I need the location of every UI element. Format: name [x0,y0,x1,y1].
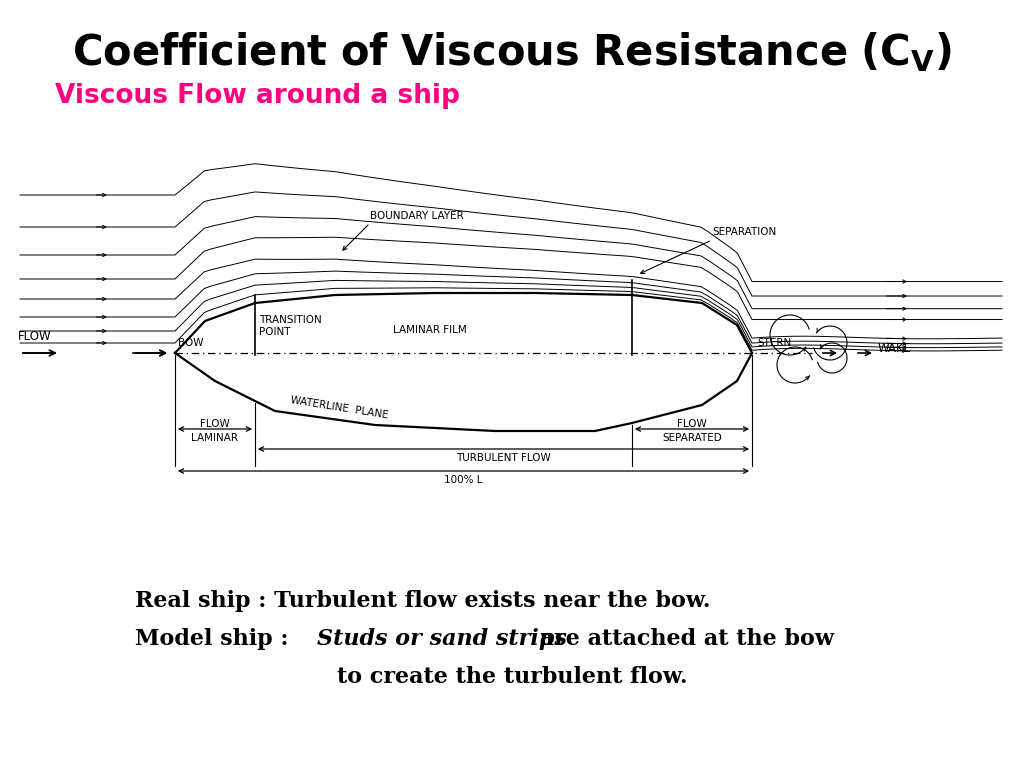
Text: are attached at the bow: are attached at the bow [532,628,835,650]
Text: BOW: BOW [178,338,204,348]
Text: to create the turbulent flow.: to create the turbulent flow. [337,666,687,688]
Text: SEPARATED: SEPARATED [663,433,722,443]
Text: Studs or sand strips: Studs or sand strips [317,628,567,650]
Text: WAKE: WAKE [878,342,912,355]
Text: Model ship :: Model ship : [135,628,296,650]
Text: Real ship : Turbulent flow exists near the bow.: Real ship : Turbulent flow exists near t… [135,590,711,612]
Text: SEPARATION: SEPARATION [712,227,776,237]
Text: WATERLINE  PLANE: WATERLINE PLANE [290,395,389,420]
Text: POINT: POINT [259,327,291,337]
Text: Viscous Flow around a ship: Viscous Flow around a ship [55,83,460,109]
Text: 100% L: 100% L [444,475,482,485]
Text: TRANSITION: TRANSITION [259,315,322,325]
Text: STERN: STERN [757,338,792,348]
Text: FLOW: FLOW [18,330,51,343]
Text: FLOW: FLOW [677,419,707,429]
Text: BOUNDARY LAYER: BOUNDARY LAYER [370,211,464,221]
Text: FLOW: FLOW [200,419,229,429]
Text: $\mathbf{Coefficient\ of\ Viscous\ Resistance\ (C_V)}$: $\mathbf{Coefficient\ of\ Viscous\ Resis… [72,30,952,74]
Text: LAMINAR FILM: LAMINAR FILM [393,325,467,335]
Text: TURBULENT FLOW: TURBULENT FLOW [456,453,551,463]
Text: LAMINAR: LAMINAR [191,433,239,443]
